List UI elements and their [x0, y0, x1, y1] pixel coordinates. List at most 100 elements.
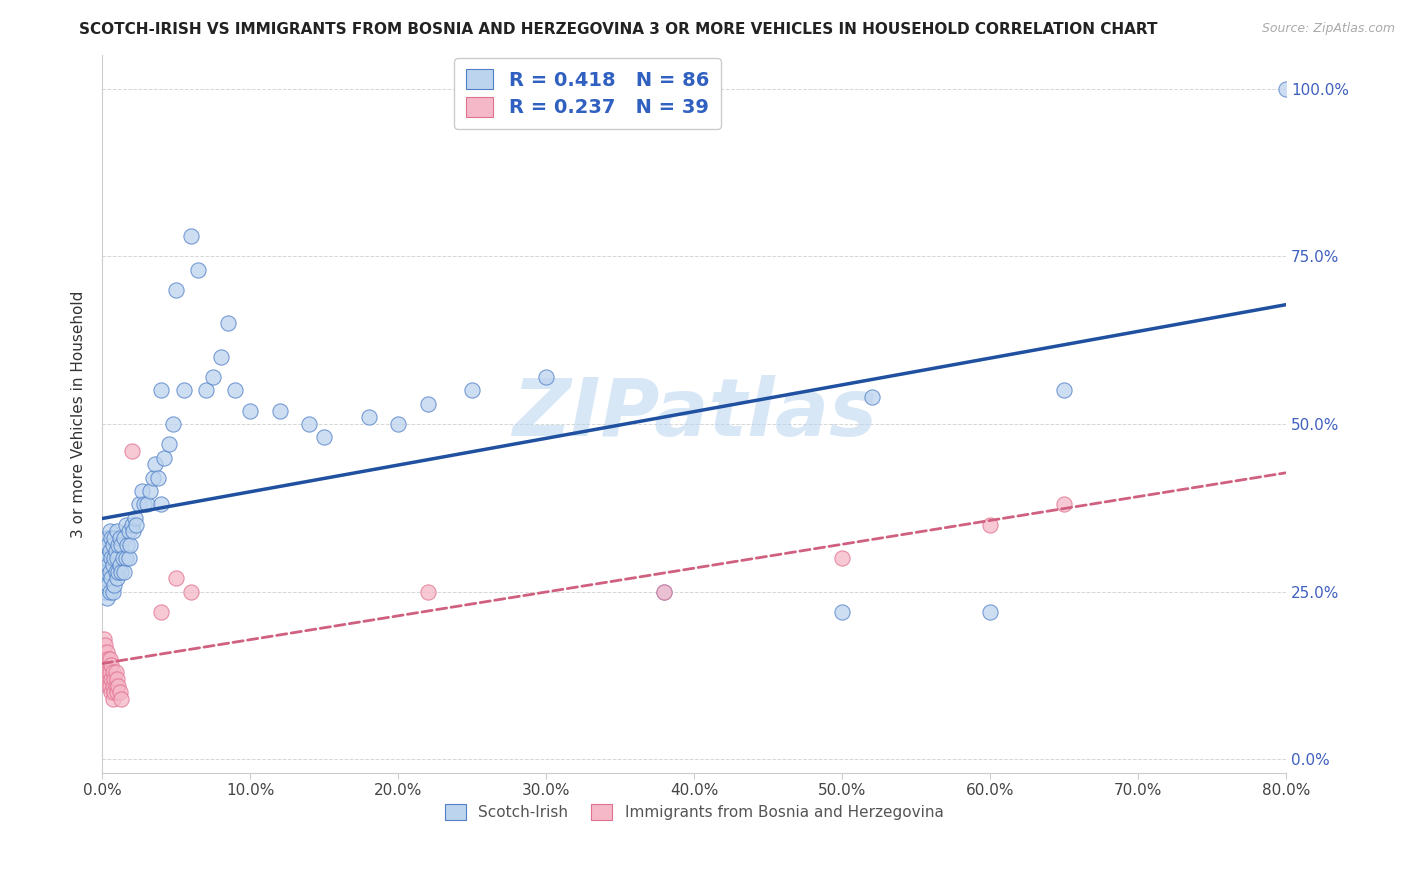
Point: [96, 591, 118, 606]
Point: [93, 632, 115, 646]
Point: [120, 538, 142, 552]
Point: [165, 283, 187, 297]
Point: [96, 672, 118, 686]
Point: [94, 584, 117, 599]
Text: Source: ZipAtlas.com: Source: ZipAtlas.com: [1261, 22, 1395, 36]
Point: [122, 524, 145, 539]
Point: [104, 665, 127, 680]
Point: [97, 679, 120, 693]
Point: [98, 524, 121, 539]
Point: [105, 571, 128, 585]
Point: [105, 551, 128, 566]
Point: [112, 531, 135, 545]
Point: [103, 685, 125, 699]
Point: [111, 551, 134, 566]
Point: [108, 531, 131, 545]
Point: [1275, 81, 1298, 95]
Point: [145, 457, 167, 471]
Point: [180, 229, 202, 244]
Point: [101, 538, 124, 552]
Point: [100, 571, 122, 585]
Point: [194, 384, 217, 398]
Point: [103, 551, 125, 566]
Point: [461, 384, 484, 398]
Point: [101, 665, 124, 680]
Point: [153, 450, 176, 465]
Point: [105, 685, 128, 699]
Point: [654, 584, 676, 599]
Point: [98, 665, 121, 680]
Point: [98, 565, 121, 579]
Point: [101, 584, 124, 599]
Point: [110, 565, 132, 579]
Point: [104, 544, 127, 558]
Point: [97, 578, 120, 592]
Point: [117, 538, 139, 552]
Point: [96, 645, 118, 659]
Point: [416, 584, 439, 599]
Point: [104, 565, 127, 579]
Point: [357, 410, 380, 425]
Point: [239, 403, 262, 417]
Point: [416, 397, 439, 411]
Point: [118, 524, 141, 539]
Point: [105, 524, 128, 539]
Point: [101, 679, 124, 693]
Point: [150, 384, 173, 398]
Point: [115, 551, 138, 566]
Point: [125, 517, 148, 532]
Point: [93, 658, 115, 673]
Point: [94, 638, 117, 652]
Point: [979, 605, 1001, 619]
Point: [180, 584, 202, 599]
Point: [173, 384, 195, 398]
Point: [132, 498, 155, 512]
Point: [269, 403, 291, 417]
Point: [101, 558, 124, 572]
Point: [112, 565, 135, 579]
Point: [141, 470, 163, 484]
Point: [131, 484, 153, 499]
Point: [97, 665, 120, 680]
Point: [94, 665, 117, 680]
Point: [94, 571, 117, 585]
Point: [162, 417, 184, 431]
Point: [157, 437, 180, 451]
Point: [110, 692, 132, 706]
Point: [104, 679, 127, 693]
Point: [138, 484, 160, 499]
Point: [97, 538, 120, 552]
Point: [96, 551, 118, 566]
Point: [105, 672, 128, 686]
Point: [217, 317, 239, 331]
Point: [98, 584, 121, 599]
Point: [135, 498, 157, 512]
Point: [100, 672, 122, 686]
Point: [96, 531, 118, 545]
Point: [831, 551, 853, 566]
Point: [103, 672, 125, 686]
Point: [96, 658, 118, 673]
Point: [100, 531, 122, 545]
Point: [298, 417, 321, 431]
Point: [1053, 384, 1076, 398]
Point: [110, 538, 132, 552]
Point: [98, 679, 121, 693]
Point: [98, 651, 121, 665]
Point: [93, 645, 115, 659]
Text: ZIPatlas: ZIPatlas: [512, 375, 876, 453]
Point: [118, 551, 141, 566]
Point: [128, 498, 150, 512]
Y-axis label: 3 or more Vehicles in Household: 3 or more Vehicles in Household: [72, 290, 86, 538]
Point: [387, 417, 409, 431]
Point: [150, 498, 173, 512]
Point: [165, 571, 187, 585]
Point: [100, 685, 122, 699]
Point: [107, 565, 129, 579]
Point: [124, 511, 146, 525]
Point: [94, 651, 117, 665]
Point: [860, 390, 883, 404]
Point: [94, 538, 117, 552]
Point: [107, 538, 129, 552]
Text: SCOTCH-IRISH VS IMMIGRANTS FROM BOSNIA AND HERZEGOVINA 3 OR MORE VEHICLES IN HOU: SCOTCH-IRISH VS IMMIGRANTS FROM BOSNIA A…: [79, 22, 1159, 37]
